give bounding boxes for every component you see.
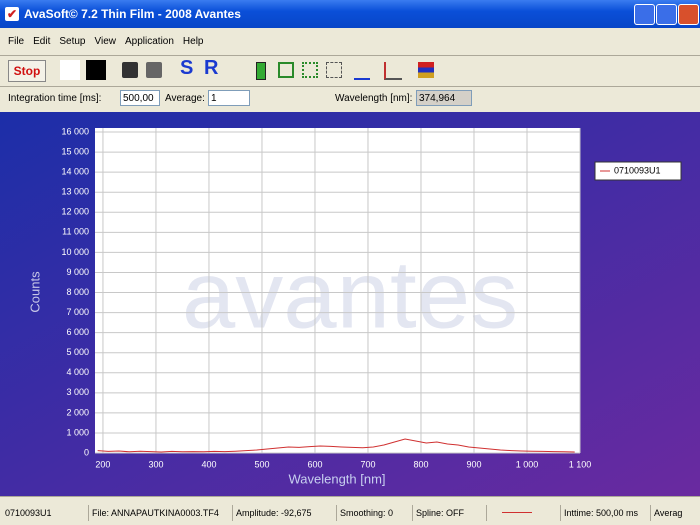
stop-button[interactable]: Stop <box>8 60 46 82</box>
toolbar-icon[interactable] <box>354 62 370 80</box>
save-button[interactable] <box>122 62 138 78</box>
reference-mode[interactable]: R <box>204 57 219 79</box>
white-reference[interactable] <box>60 60 80 80</box>
status-field: File: ANNAPAUTKINA0003.TF4 <box>88 505 232 521</box>
y-tick-label: 11 000 <box>62 227 89 237</box>
x-tick-label: 700 <box>360 459 375 469</box>
y-tick-label: 9 000 <box>66 267 89 277</box>
status-swatch <box>502 512 532 513</box>
y-tick-label: 4 000 <box>66 367 89 377</box>
toolbar-icon[interactable] <box>256 62 266 80</box>
y-tick-label: 6 000 <box>66 327 89 337</box>
y-tick-label: 14 000 <box>61 167 89 177</box>
maximize-button[interactable] <box>656 4 677 25</box>
status-field: Spline: OFF <box>412 505 486 521</box>
field-label: Average: <box>165 93 205 104</box>
menu-item[interactable]: Application <box>125 36 174 47</box>
dark-reference[interactable] <box>86 60 106 80</box>
x-tick-label: 1 000 <box>516 459 539 469</box>
integration-time-input[interactable]: 500,00 <box>120 90 160 106</box>
x-tick-label: 800 <box>413 459 428 469</box>
x-tick-label: 500 <box>254 459 269 469</box>
status-field: 0710093U1 <box>5 508 52 518</box>
status-bar: 0710093U1 File: ANNAPAUTKINA0003.TF4 Amp… <box>0 496 700 525</box>
close-button[interactable] <box>678 4 699 25</box>
menu-item[interactable]: View <box>94 36 117 47</box>
menu-item[interactable]: Help <box>182 36 204 47</box>
separator <box>0 86 700 87</box>
toolbar-icon[interactable] <box>326 62 342 78</box>
x-axis-label: Wavelength [nm] <box>288 471 385 486</box>
menu-item[interactable]: File <box>8 36 25 47</box>
app-icon: ✔ <box>5 7 19 21</box>
status-field: Smoothing: 0 <box>336 505 412 521</box>
average-input[interactable]: 1 <box>208 90 250 106</box>
y-tick-label: 0 <box>84 447 89 457</box>
x-tick-label: 600 <box>307 459 322 469</box>
toolbar-icon[interactable] <box>302 62 318 78</box>
y-tick-label: 15 000 <box>61 146 89 156</box>
x-tick-label: 900 <box>466 459 481 469</box>
minimize-button[interactable] <box>634 4 655 25</box>
x-tick-label: 1 100 <box>569 459 592 469</box>
toolbar-icon[interactable] <box>278 62 294 78</box>
y-tick-label: 10 000 <box>61 247 89 257</box>
y-tick-label: 12 000 <box>61 207 89 217</box>
y-tick-label: 16 000 <box>61 126 89 136</box>
status-field: Averag <box>650 505 700 521</box>
legend-label: 0710093U1 <box>614 165 661 175</box>
print-button[interactable] <box>146 62 162 78</box>
plot-area <box>95 128 580 453</box>
y-tick-label: 7 000 <box>66 307 89 317</box>
status-field: Inttime: 500,00 ms <box>560 505 650 521</box>
field-label: Wavelength [nm]: <box>335 93 413 104</box>
title-bar: ✔ AvaSoft© 7.2 Thin Film - 2008 Avantes <box>0 0 700 28</box>
y-tick-label: 2 000 <box>66 407 89 417</box>
menu-item[interactable]: Edit <box>33 36 51 47</box>
y-tick-label: 5 000 <box>66 347 89 357</box>
scope-mode[interactable]: S <box>180 57 194 79</box>
status-field <box>486 505 560 521</box>
window-title: AvaSoft© 7.2 Thin Film - 2008 Avantes <box>24 7 241 21</box>
y-tick-label: 1 000 <box>66 427 89 437</box>
status-field: Amplitude: -92,675 <box>232 505 336 521</box>
toolbar-icon[interactable] <box>418 62 434 78</box>
x-tick-label: 400 <box>201 459 216 469</box>
x-tick-label: 200 <box>95 459 110 469</box>
chart: avantes Counts Wavelength [nm] 0 1 000 2 0… <box>0 112 700 496</box>
y-tick-label: 8 000 <box>66 287 89 297</box>
y-tick-label: 3 000 <box>66 387 89 397</box>
wavelength-display: 374,964 <box>416 90 472 106</box>
watermark: avantes <box>182 241 518 348</box>
menu-bar: File Edit Setup View Application Help <box>8 36 213 47</box>
series-line <box>97 438 575 453</box>
toolbar-icon[interactable] <box>384 62 402 80</box>
x-tick-label: 300 <box>148 459 163 469</box>
separator <box>0 55 700 56</box>
y-axis-label: Counts <box>27 271 42 313</box>
legend <box>594 161 682 181</box>
y-tick-label: 13 000 <box>61 187 89 197</box>
field-label: Integration time [ms]: <box>8 93 102 104</box>
menu-item[interactable]: Setup <box>59 36 86 47</box>
